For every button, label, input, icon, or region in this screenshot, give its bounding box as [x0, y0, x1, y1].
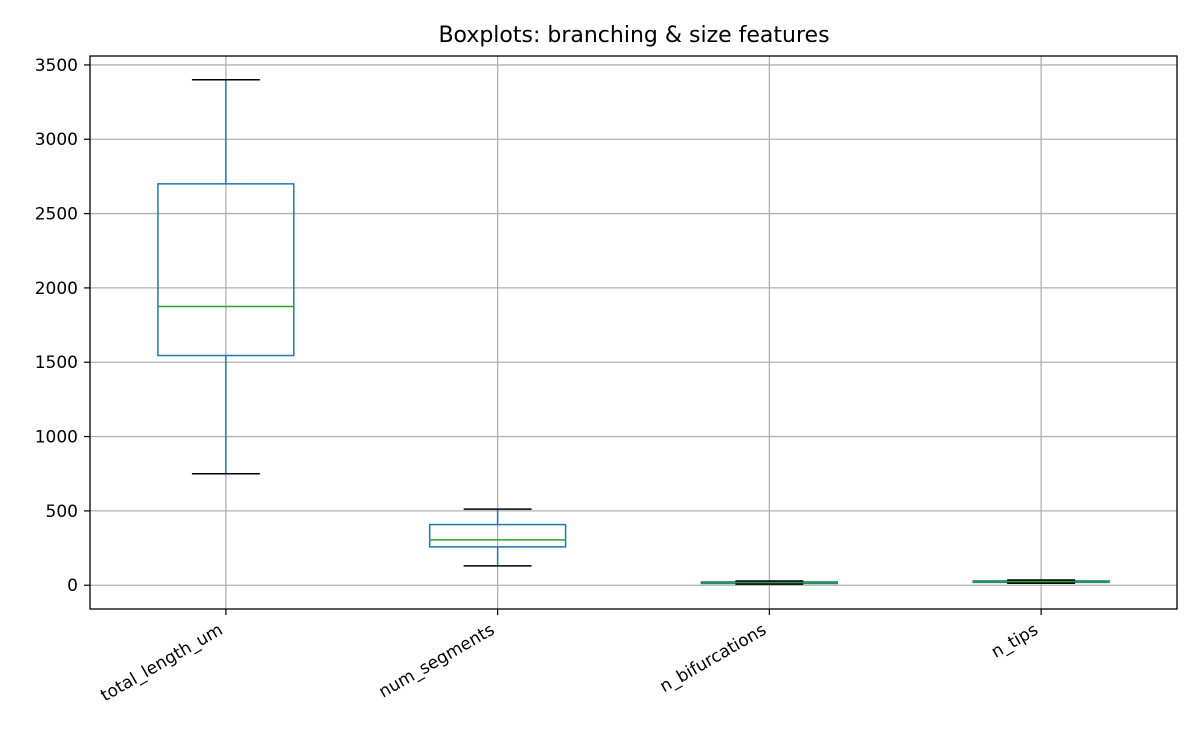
chart-title: Boxplots: branching & size features	[438, 23, 829, 48]
x-tick-label: num_segments	[376, 620, 499, 702]
plot-frame	[89, 55, 1178, 610]
grid-layer	[90, 56, 1177, 609]
box-n_tips	[972, 579, 1110, 585]
x-tick-label: total_length_um	[97, 620, 226, 706]
y-tick-label: 0	[67, 576, 78, 596]
box-layer	[157, 79, 1110, 585]
box-total_length_um	[157, 79, 295, 475]
box-n_bifurcations	[700, 580, 839, 585]
y-tick-label: 2000	[35, 279, 78, 299]
y-tick-label: 1500	[35, 353, 78, 373]
y-tick-label: 500	[46, 502, 78, 522]
y-tick-label: 2500	[35, 205, 78, 225]
y-tick-label: 1000	[35, 428, 78, 448]
x-tick-label: n_bifurcations	[657, 620, 770, 697]
y-tick-label: 3000	[35, 130, 78, 150]
iqr-box	[157, 183, 295, 357]
iqr-box	[428, 523, 567, 548]
box-num_segments	[428, 508, 567, 567]
x-tick-label: n_tips	[988, 620, 1042, 663]
y-tick-label: 3500	[35, 56, 78, 76]
